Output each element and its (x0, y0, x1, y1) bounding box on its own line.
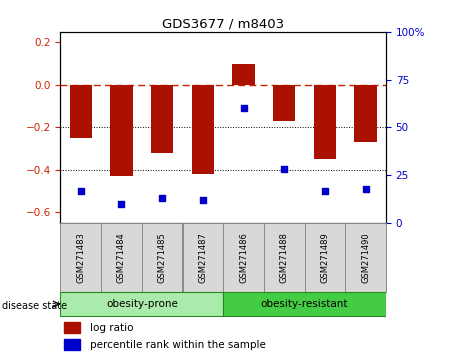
Bar (223, 223, 264, 292)
Bar (142, 223, 182, 292)
Bar (60, 292, 223, 316)
Text: GSM271484: GSM271484 (117, 232, 126, 283)
Point (362, 186, 369, 192)
Bar (192, 85, 214, 174)
Point (199, 197, 206, 203)
Text: percentile rank within the sample: percentile rank within the sample (90, 340, 266, 350)
Bar (151, 85, 173, 153)
Text: GSM271485: GSM271485 (158, 232, 166, 283)
Bar (64, 339, 80, 350)
Point (159, 195, 166, 201)
Point (240, 105, 247, 111)
Text: obesity-prone: obesity-prone (106, 298, 178, 309)
Point (77, 188, 85, 193)
Bar (305, 223, 345, 292)
Text: GSM271483: GSM271483 (76, 232, 85, 283)
Bar (70, 85, 92, 138)
Title: GDS3677 / m8403: GDS3677 / m8403 (162, 18, 284, 31)
Point (280, 167, 288, 172)
Bar (232, 64, 255, 85)
Bar (264, 223, 305, 292)
Text: GSM271490: GSM271490 (361, 232, 370, 283)
Text: log ratio: log ratio (90, 323, 133, 333)
Bar (273, 85, 295, 121)
Bar (183, 223, 223, 292)
Text: GSM271489: GSM271489 (320, 232, 329, 283)
Bar (64, 322, 80, 333)
Point (321, 188, 329, 193)
Bar (354, 85, 377, 142)
Text: GSM271486: GSM271486 (239, 232, 248, 283)
Text: obesity-resistant: obesity-resistant (261, 298, 348, 309)
Text: disease state: disease state (2, 301, 67, 310)
Point (118, 201, 125, 207)
Text: GSM271487: GSM271487 (199, 232, 207, 283)
Bar (110, 85, 133, 176)
Bar (223, 292, 386, 316)
Bar (314, 85, 336, 159)
Text: GSM271488: GSM271488 (280, 232, 289, 283)
Bar (60, 223, 101, 292)
Bar (345, 223, 386, 292)
Bar (101, 223, 142, 292)
